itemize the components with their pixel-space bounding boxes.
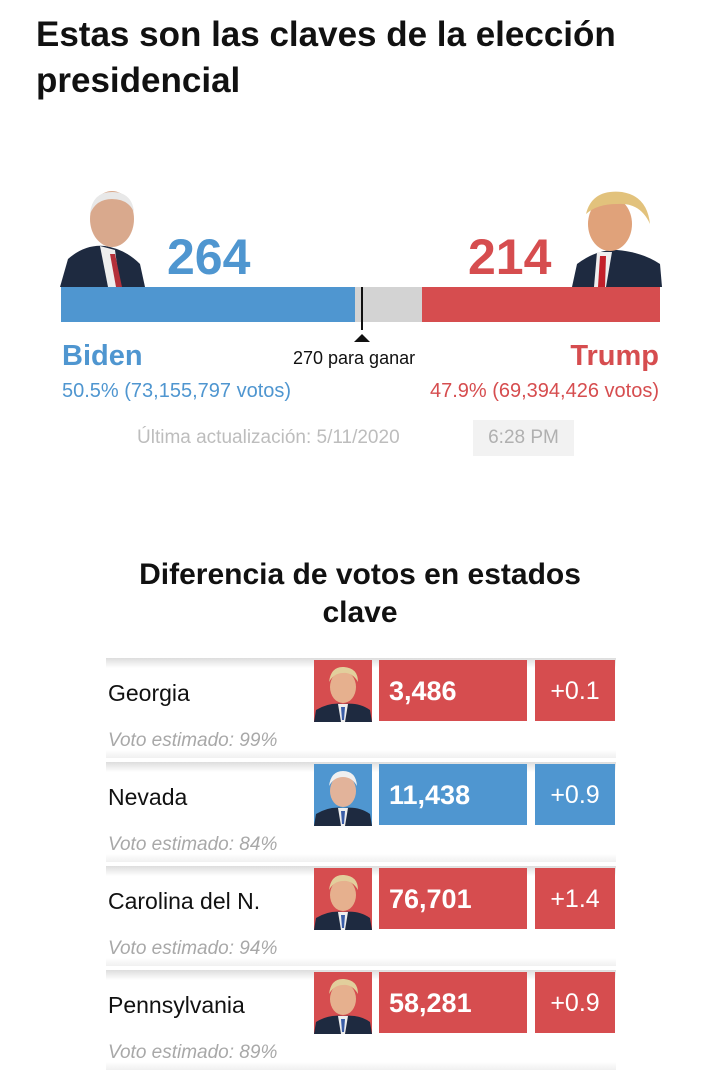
state-row: Nevada 11,438 +0.9 Voto estimado: 84%: [106, 762, 616, 862]
trump-photo: [572, 184, 662, 287]
estimated-vote: Voto estimado: 94%: [108, 938, 278, 959]
biden-face-icon: [314, 764, 372, 826]
last-update-time: 6:28 PM: [473, 420, 574, 456]
state-row: Georgia 3,486 +0.1 Voto estimado: 99%: [106, 658, 616, 758]
undecided-bar: [354, 287, 422, 322]
state-row: Carolina del N. 76,701 +1.4 Voto estimad…: [106, 866, 616, 966]
trump-bar: [421, 287, 660, 322]
trump-face-icon: [314, 972, 372, 1034]
threshold-triangle-icon: [354, 334, 370, 342]
vote-difference: 58,281: [379, 972, 527, 1033]
margin-points: +0.9: [535, 972, 615, 1033]
vote-difference: 11,438: [379, 764, 527, 825]
threshold-line: [361, 287, 363, 330]
state-name: Nevada: [108, 784, 188, 810]
state-row: Pennsylvania 58,281 +0.9 Voto estimado: …: [106, 970, 616, 1070]
last-update-label: Última actualización: 5/11/2020: [137, 427, 400, 448]
vote-difference: 76,701: [379, 868, 527, 929]
biden-name: Biden: [62, 340, 143, 372]
estimated-vote: Voto estimado: 84%: [108, 834, 278, 855]
biden-popular-vote: 50.5% (73,155,797 votos): [62, 380, 292, 402]
threshold-label: 270 para ganar: [293, 348, 416, 368]
section-subtitle: Diferencia de votos en estados clave: [139, 558, 581, 629]
biden-electoral-count: 264: [167, 229, 251, 285]
trump-name: Trump: [570, 340, 659, 372]
estimated-vote: Voto estimado: 89%: [108, 1042, 278, 1063]
state-name: Pennsylvania: [108, 992, 245, 1018]
biden-bar: [61, 287, 355, 322]
estimated-vote: Voto estimado: 99%: [108, 730, 278, 751]
vote-difference: 3,486: [379, 660, 527, 721]
margin-points: +1.4: [535, 868, 615, 929]
margin-points: +0.9: [535, 764, 615, 825]
margin-points: +0.1: [535, 660, 615, 721]
trump-face-icon: [314, 868, 372, 930]
page-title: Estas son las claves de la elección pres…: [36, 15, 616, 100]
trump-popular-vote: 47.9% (69,394,426 votos): [429, 380, 659, 402]
state-name: Carolina del N.: [108, 888, 261, 914]
trump-electoral-count: 214: [468, 229, 552, 285]
trump-face-icon: [314, 660, 372, 722]
biden-photo: [60, 184, 145, 287]
state-name: Georgia: [108, 680, 190, 706]
